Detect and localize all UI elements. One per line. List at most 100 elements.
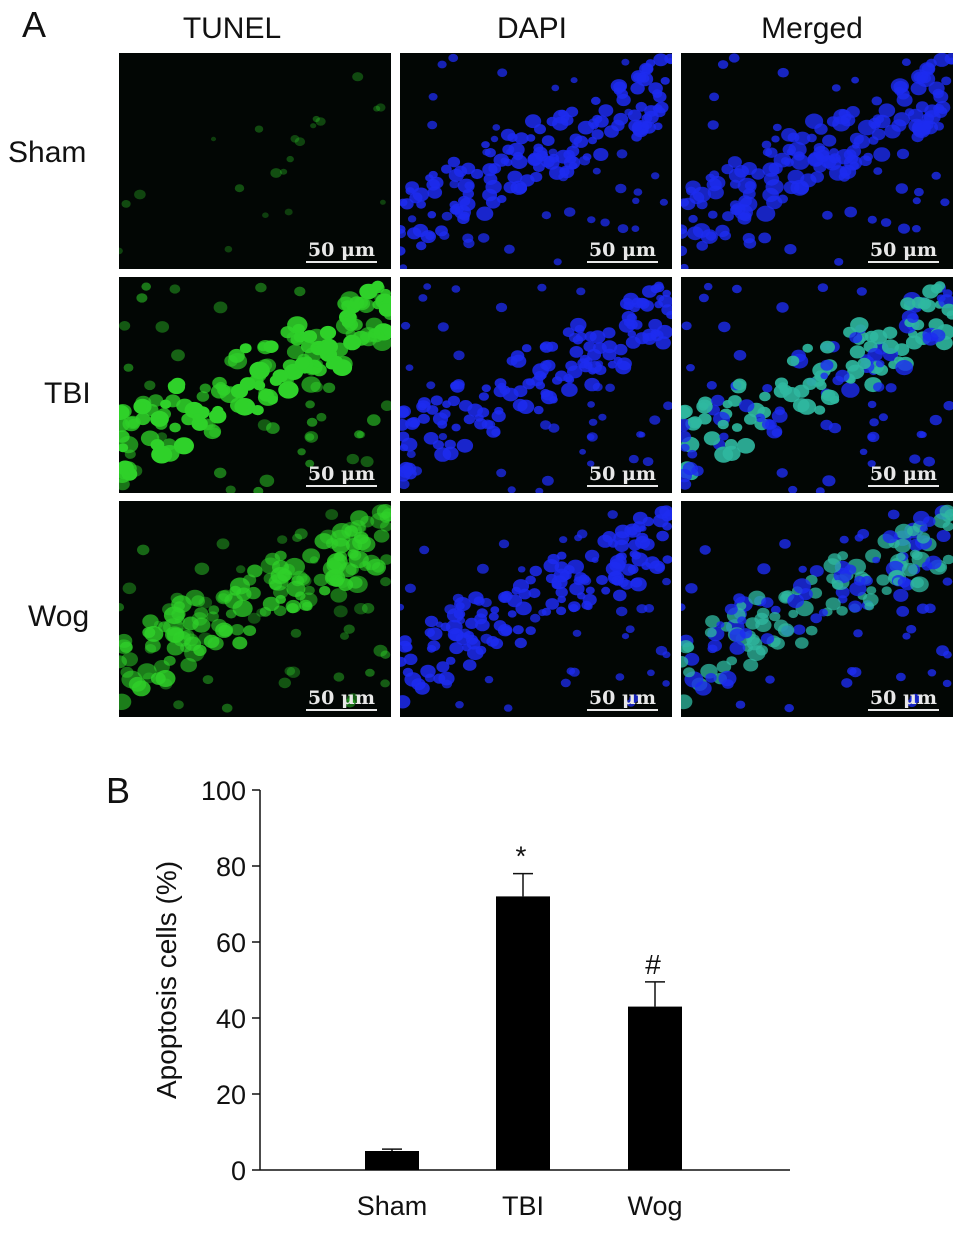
- cell: [538, 609, 547, 617]
- cell: [403, 653, 418, 665]
- cell: [313, 573, 329, 587]
- scale-bar-label: 50 μm: [586, 463, 658, 487]
- cell: [199, 383, 211, 394]
- cell: [579, 448, 586, 455]
- cell: [298, 575, 312, 587]
- cell: [309, 556, 319, 564]
- cell: [507, 170, 523, 184]
- cell: [506, 356, 518, 366]
- cell: [570, 317, 587, 332]
- cell: [914, 187, 924, 197]
- cell: [614, 524, 631, 539]
- cell: [170, 592, 184, 604]
- cell: [478, 233, 490, 243]
- scale-bar-label: 50 μm: [586, 239, 658, 263]
- cell: [728, 53, 740, 63]
- cell: [259, 474, 275, 487]
- cell: [551, 580, 562, 590]
- cell: [717, 419, 729, 430]
- cell: [834, 258, 844, 266]
- cell: [373, 529, 390, 543]
- cell: [849, 581, 867, 597]
- cell: [162, 603, 177, 616]
- cell: [292, 533, 303, 542]
- cell: [163, 655, 176, 666]
- cell: [743, 238, 757, 249]
- cell: [530, 613, 541, 623]
- cell: [285, 599, 301, 614]
- cell: [452, 593, 464, 603]
- cell: [230, 624, 244, 636]
- cell: [270, 168, 282, 178]
- y-tick-label: 80: [216, 852, 246, 882]
- cell: [931, 171, 941, 180]
- cell: [641, 561, 651, 571]
- cell: [573, 576, 584, 586]
- cell: [400, 228, 406, 239]
- cell: [707, 120, 719, 130]
- cell: [557, 595, 566, 604]
- cell: [813, 161, 827, 173]
- cell: [912, 197, 921, 205]
- cell: [829, 148, 839, 157]
- cell: [716, 621, 725, 628]
- cell: [592, 167, 601, 175]
- cell: [400, 656, 407, 667]
- cell: [709, 92, 720, 102]
- cell: [480, 633, 493, 644]
- cell: [835, 369, 850, 382]
- cell: [441, 211, 453, 221]
- apoptosis-bar-chart: 0 20 40 60 80 100 Apoptosis cells (%) Sham TBI * W…: [151, 776, 790, 1221]
- cell: [793, 578, 811, 594]
- cell: [490, 135, 499, 143]
- cell: [742, 643, 753, 652]
- cell: [512, 579, 530, 593]
- cell: [798, 565, 807, 573]
- cell: [681, 228, 688, 239]
- cell: [210, 136, 217, 142]
- cell: [867, 460, 876, 468]
- cell: [495, 302, 508, 313]
- cell: [119, 430, 130, 443]
- cell: [734, 204, 753, 221]
- cell: [416, 241, 427, 251]
- cell: [681, 245, 688, 257]
- cell: [257, 340, 274, 355]
- cell: [215, 622, 234, 638]
- cell: [853, 629, 863, 638]
- cell: [491, 410, 506, 423]
- cell: [711, 394, 725, 407]
- cell: [406, 450, 416, 458]
- cell: [769, 611, 781, 622]
- cell: [555, 587, 568, 598]
- cell: [594, 364, 607, 376]
- cell: [878, 413, 888, 422]
- cell: [566, 145, 580, 157]
- y-tick-label: 60: [216, 928, 246, 958]
- cell: [901, 58, 911, 66]
- cell: [893, 112, 911, 127]
- cell: [887, 509, 900, 520]
- cell: [291, 575, 305, 587]
- cell: [703, 282, 713, 291]
- cell: [900, 297, 916, 311]
- cell: [414, 682, 430, 695]
- cell: [869, 329, 888, 345]
- cell: [708, 210, 718, 219]
- cell: [762, 384, 773, 393]
- cell: [533, 405, 544, 415]
- cell: [407, 417, 421, 428]
- cell: [176, 398, 194, 413]
- cell: [303, 585, 315, 596]
- cell: [411, 466, 422, 476]
- cell: [521, 344, 532, 353]
- cell: [119, 603, 125, 612]
- cell: [267, 395, 278, 405]
- cell: [232, 636, 248, 650]
- cell: [278, 677, 291, 689]
- cell: [846, 154, 859, 165]
- cell: [533, 162, 545, 173]
- cell: [820, 340, 835, 354]
- cell: [793, 624, 806, 635]
- cell: [169, 284, 181, 294]
